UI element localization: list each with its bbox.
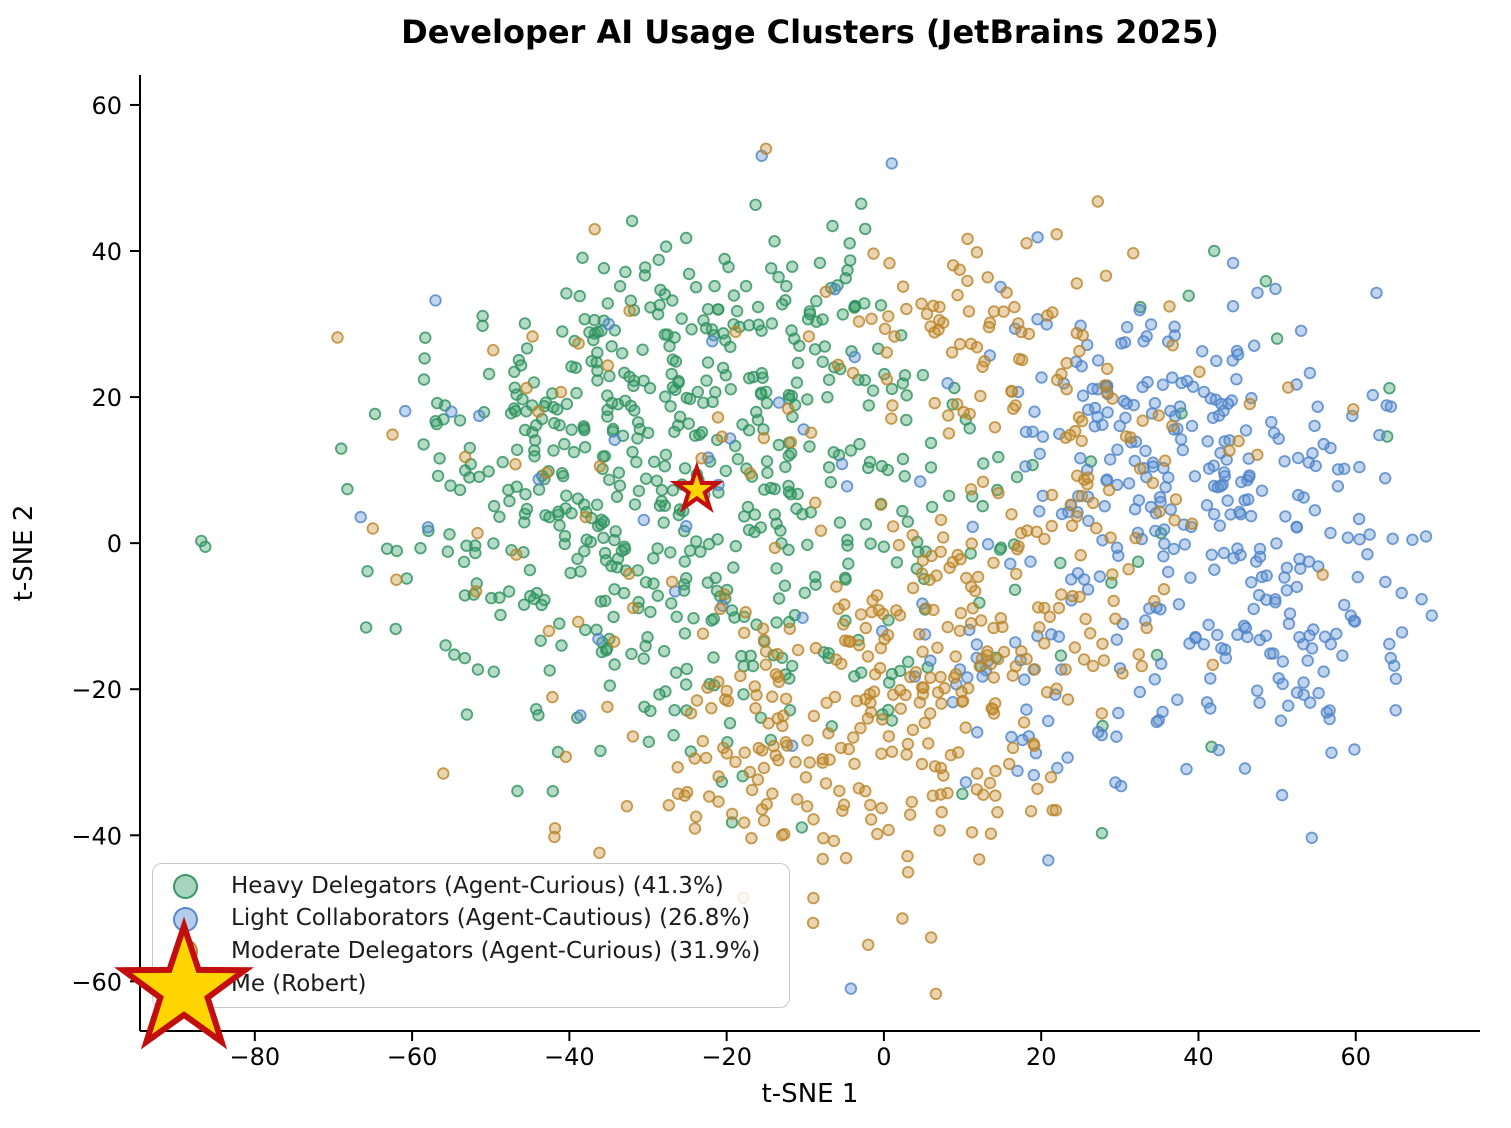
y-axis-label: t-SNE 2 bbox=[9, 505, 39, 602]
legend-item-me: Me (Robert) bbox=[153, 968, 789, 1001]
x-tick-label: −40 bbox=[544, 1043, 595, 1071]
x-tick-label: −60 bbox=[387, 1043, 438, 1071]
legend-item-moderate-delegators: Moderate Delegators (Agent-Curious) (31.… bbox=[153, 936, 789, 969]
y-tick-label: −40 bbox=[71, 822, 122, 850]
chart-title: Developer AI Usage Clusters (JetBrains 2… bbox=[401, 13, 1219, 51]
y-tick-label: 20 bbox=[91, 384, 122, 412]
heavy-delegators-marker-icon bbox=[173, 873, 198, 899]
series-points-light-collaborators bbox=[354, 149, 1439, 995]
axes: −80 −60 −40 −20 0 20 40 60 −60 −40 −20 0 20 40 60 bbox=[71, 75, 1480, 1071]
x-tick-label: 40 bbox=[1183, 1043, 1214, 1071]
light-collaborators-marker-icon bbox=[173, 906, 198, 932]
x-tick-label: −80 bbox=[229, 1043, 280, 1071]
legend-item-heavy-delegators: Heavy Delegators (Agent-Curious) (41.3%) bbox=[153, 870, 789, 903]
legend-item-label: Heavy Delegators (Agent-Curious) (41.3%) bbox=[231, 872, 724, 899]
moderate-delegators-marker-icon bbox=[173, 939, 198, 965]
y-tick-label: −60 bbox=[71, 968, 122, 996]
x-tick-label: 60 bbox=[1340, 1043, 1371, 1071]
x-axis-label: t-SNE 1 bbox=[762, 1079, 859, 1109]
legend-item-light-collaborators: Light Collaborators (Agent-Cautious) (26… bbox=[153, 903, 789, 936]
me-marker-slot bbox=[173, 972, 198, 997]
me-star-marker bbox=[669, 461, 724, 513]
y-tick-label: −20 bbox=[71, 676, 122, 704]
legend-item-label: Me (Robert) bbox=[231, 970, 367, 997]
series-points-heavy-delegators bbox=[195, 197, 1396, 840]
legend: Heavy Delegators (Agent-Curious) (41.3%)… bbox=[152, 863, 790, 1008]
x-tick-label: 0 bbox=[876, 1043, 891, 1071]
y-tick-label: 40 bbox=[91, 238, 122, 266]
x-tick-label: 20 bbox=[1026, 1043, 1057, 1071]
x-tick-label: −20 bbox=[701, 1043, 752, 1071]
scatter-points bbox=[195, 142, 1439, 1001]
y-tick-label: 60 bbox=[91, 92, 122, 120]
legend-item-label: Light Collaborators (Agent-Cautious) (26… bbox=[231, 905, 751, 932]
series-points-moderate-delegators bbox=[331, 142, 1360, 1001]
y-tick-label: 0 bbox=[107, 530, 122, 558]
legend-item-label: Moderate Delegators (Agent-Curious) (31.… bbox=[231, 938, 761, 965]
